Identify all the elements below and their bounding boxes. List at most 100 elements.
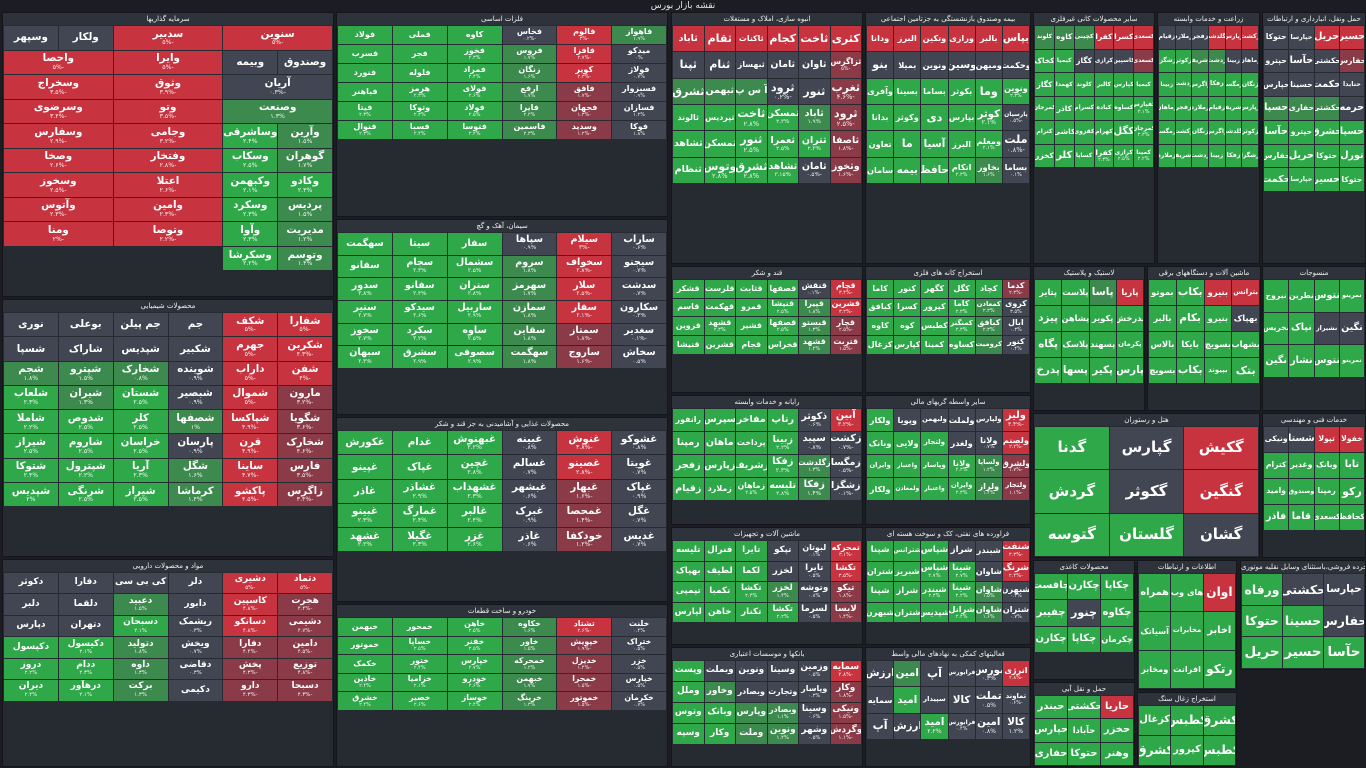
stock-tile[interactable]: غپاک bbox=[392, 455, 447, 479]
stock-tile[interactable]: تعاون bbox=[867, 131, 894, 157]
stock-tile[interactable]: خصیر ۲.۶% bbox=[392, 692, 447, 710]
stock-tile[interactable]: خزامیا ۲.۱% bbox=[392, 673, 447, 691]
stock-tile[interactable]: قخراس bbox=[767, 335, 798, 354]
stock-tile[interactable]: خکمک bbox=[338, 655, 392, 673]
stock-tile[interactable]: سشمال ۲.۵% bbox=[447, 255, 502, 278]
stock-tile[interactable]: شبهرن bbox=[867, 602, 894, 623]
stock-tile[interactable]: وآتوس -۲.۳% bbox=[4, 197, 113, 222]
stock-tile[interactable]: زشگزا bbox=[1159, 49, 1175, 73]
stock-tile[interactable]: فافزا -۲.۷% bbox=[557, 45, 612, 63]
stock-tile[interactable]: کچینی bbox=[1074, 26, 1094, 49]
stock-tile[interactable]: کیمیا bbox=[1134, 73, 1153, 97]
stock-tile[interactable]: کسعدی bbox=[1134, 26, 1153, 49]
stock-tile[interactable]: بایکا bbox=[1176, 332, 1204, 357]
stock-tile[interactable]: فاهواز ۱.۹% bbox=[612, 26, 666, 44]
stock-tile[interactable]: زدشت bbox=[1192, 144, 1208, 168]
stock-tile[interactable]: ومخابر bbox=[1139, 650, 1171, 688]
stock-tile[interactable]: ارفع ۱.۷% bbox=[502, 83, 557, 101]
stock-tile[interactable]: دتولید ۱.۸% bbox=[113, 637, 168, 658]
stock-tile[interactable]: ارزش bbox=[894, 713, 921, 739]
stock-tile[interactable]: ثامان bbox=[767, 52, 798, 78]
stock-tile[interactable]: وسکرشا ۲.۲% bbox=[223, 246, 278, 271]
stock-tile[interactable]: حکشتی bbox=[1283, 574, 1323, 605]
stock-tile[interactable]: ثالوند bbox=[673, 105, 704, 131]
stock-tile[interactable]: کی بی سی bbox=[113, 573, 168, 594]
stock-tile[interactable]: رکو bbox=[1339, 479, 1364, 504]
stock-tile[interactable]: ستیر ۲.۷% bbox=[338, 300, 392, 323]
stock-tile[interactable]: زکشت bbox=[1242, 26, 1258, 49]
stock-tile[interactable]: ختور ۲.۴% bbox=[392, 655, 447, 673]
stock-tile[interactable]: بکوثر bbox=[948, 78, 975, 104]
stock-tile[interactable]: ثعمرا ۲.۵% bbox=[767, 131, 798, 157]
stock-tile[interactable]: حسینا bbox=[1283, 605, 1323, 637]
stock-tile[interactable]: سامان bbox=[867, 157, 894, 183]
stock-tile[interactable]: غنوش -۳.۸% bbox=[557, 431, 612, 455]
stock-tile[interactable]: نخریس bbox=[1264, 312, 1289, 344]
stock-tile[interactable]: فولاژ ۰.۷% bbox=[612, 64, 666, 82]
stock-tile[interactable]: زبینا bbox=[1209, 144, 1225, 168]
stock-tile[interactable]: کبافق bbox=[867, 298, 894, 317]
stock-tile[interactable]: قتربت -۱.۵% bbox=[830, 335, 861, 354]
stock-tile[interactable]: شپدیس bbox=[113, 337, 168, 361]
stock-tile[interactable]: وجامی -۳.۲% bbox=[113, 124, 223, 148]
stock-tile[interactable]: اخابر bbox=[1203, 612, 1235, 650]
stock-tile[interactable]: خاهن ۲.۵% bbox=[447, 618, 502, 636]
stock-tile[interactable]: کساوه bbox=[1114, 97, 1134, 120]
stock-tile[interactable]: ثشاهد ۳.۱۵% bbox=[767, 157, 798, 183]
stock-tile[interactable]: حکمت bbox=[1314, 73, 1339, 97]
stock-tile[interactable]: زشگزا -۰.۱% bbox=[830, 478, 861, 500]
stock-tile[interactable]: لخزر bbox=[767, 561, 798, 582]
stock-tile[interactable]: نبروج bbox=[1264, 280, 1289, 312]
stock-tile[interactable]: فتوسا ۲.۴% bbox=[447, 121, 502, 139]
stock-tile[interactable]: خبهمن bbox=[338, 618, 392, 636]
stock-tile[interactable]: کشرق bbox=[1139, 736, 1171, 765]
stock-tile[interactable]: ونوین ۱.۴% bbox=[767, 724, 798, 744]
stock-tile[interactable]: کلوند bbox=[1035, 26, 1054, 49]
stock-tile[interactable]: کطبس bbox=[1203, 736, 1235, 765]
stock-tile[interactable]: قرن -۴.۹% bbox=[223, 434, 278, 458]
stock-tile[interactable]: وتو -۳.۵% bbox=[113, 99, 223, 124]
stock-tile[interactable]: شرنگی ۲.۵% bbox=[58, 483, 113, 507]
stock-tile[interactable]: کپرور bbox=[921, 298, 948, 317]
stock-tile[interactable]: فرابورس ۰.۴% bbox=[948, 713, 975, 739]
stock-tile[interactable]: غشهداب ۲.۳% bbox=[447, 479, 502, 503]
stock-tile[interactable]: ولمعادن bbox=[894, 478, 921, 500]
stock-tile[interactable]: کثری bbox=[830, 26, 861, 52]
stock-tile[interactable]: وپویا bbox=[894, 409, 921, 431]
stock-tile[interactable]: مفاخر bbox=[736, 409, 767, 431]
stock-tile[interactable]: ثاخت ۲.۸% bbox=[736, 105, 767, 131]
stock-tile[interactable]: قبستو ۱.۳% bbox=[799, 317, 830, 335]
stock-tile[interactable]: ستران ۲.۸% bbox=[447, 278, 502, 300]
stock-tile[interactable]: وتوصا -۲.۲% bbox=[113, 222, 223, 246]
stock-tile[interactable]: غمارگ ۲.۴% bbox=[392, 503, 447, 528]
stock-tile[interactable]: وسخوز -۲.۵% bbox=[4, 173, 113, 197]
stock-tile[interactable]: ثاکنات bbox=[736, 26, 767, 52]
stock-tile[interactable]: تشتاد -۲.۶% bbox=[557, 618, 612, 636]
stock-tile[interactable]: زقیام bbox=[1209, 97, 1225, 120]
stock-tile[interactable]: حریل bbox=[1289, 144, 1314, 168]
stock-tile[interactable]: دیران ۲.۴% bbox=[4, 680, 58, 701]
stock-tile[interactable]: شستان ۲.۵% bbox=[113, 385, 168, 410]
stock-tile[interactable]: سجام ۲.۳% bbox=[392, 255, 447, 278]
stock-tile[interactable]: ثغرب -۴.۶% bbox=[830, 78, 861, 104]
stock-tile[interactable]: زفکا bbox=[1209, 73, 1225, 97]
stock-tile[interactable]: زبینا bbox=[1159, 73, 1175, 97]
stock-tile[interactable]: وآفری bbox=[867, 78, 894, 104]
stock-tile[interactable]: خپارس ۰.۵% bbox=[612, 673, 666, 691]
stock-tile[interactable]: فوکا ۱.۸% bbox=[612, 121, 666, 139]
stock-tile[interactable]: کلر ۲.۵% bbox=[113, 410, 168, 434]
stock-tile[interactable]: پاسا bbox=[1089, 280, 1116, 305]
stock-tile[interactable]: وتجارت bbox=[767, 682, 798, 702]
stock-tile[interactable]: ولساپا ۱.۲% bbox=[975, 455, 1002, 477]
stock-tile[interactable]: کفرا ۲.۳% bbox=[1094, 144, 1114, 168]
stock-tile[interactable]: حپارسا bbox=[1324, 574, 1364, 605]
stock-tile[interactable]: گلستان bbox=[1109, 513, 1184, 556]
stock-tile[interactable]: ثشرق ۲.۸% bbox=[736, 157, 767, 183]
stock-tile[interactable]: ثشرق bbox=[673, 78, 704, 104]
stock-tile[interactable]: غبینه ۰.۸% bbox=[502, 431, 557, 455]
stock-tile[interactable]: شپنا bbox=[867, 582, 894, 602]
stock-tile[interactable]: چکاپا bbox=[1068, 626, 1100, 652]
stock-tile[interactable]: نتوس bbox=[1314, 280, 1339, 312]
stock-tile[interactable]: گکوثر bbox=[1109, 470, 1184, 513]
stock-tile[interactable]: ودانا bbox=[867, 26, 894, 52]
